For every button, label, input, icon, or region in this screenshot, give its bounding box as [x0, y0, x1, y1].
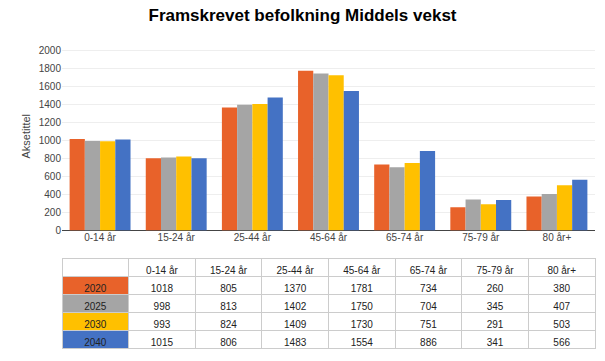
- svg-text:1018: 1018: [151, 283, 174, 294]
- svg-text:75-79 år: 75-79 år: [462, 232, 500, 243]
- svg-text:15-24 år: 15-24 år: [158, 232, 196, 243]
- svg-text:2025: 2025: [84, 301, 107, 312]
- svg-text:45-64 år: 45-64 år: [310, 232, 348, 243]
- svg-text:80 år+: 80 år+: [543, 232, 572, 243]
- svg-text:1400: 1400: [39, 99, 62, 110]
- svg-text:407: 407: [553, 301, 570, 312]
- svg-text:400: 400: [44, 189, 61, 200]
- svg-text:751: 751: [420, 319, 437, 330]
- svg-text:Aksetittel: Aksetittel: [20, 114, 32, 159]
- svg-text:0-14 år: 0-14 år: [84, 232, 116, 243]
- svg-text:2000: 2000: [39, 45, 62, 56]
- svg-text:0: 0: [55, 225, 61, 236]
- svg-text:45-64 år: 45-64 år: [343, 265, 381, 276]
- svg-text:1370: 1370: [284, 283, 307, 294]
- svg-text:345: 345: [487, 301, 504, 312]
- svg-text:Framskrevet befolkning Middels: Framskrevet befolkning Middels vekst: [149, 6, 457, 25]
- svg-text:704: 704: [420, 301, 437, 312]
- svg-text:260: 260: [487, 283, 504, 294]
- svg-text:998: 998: [154, 301, 171, 312]
- svg-text:1000: 1000: [39, 135, 62, 146]
- svg-text:15-24 år: 15-24 år: [210, 265, 248, 276]
- svg-text:824: 824: [220, 319, 237, 330]
- svg-text:0-14 år: 0-14 år: [146, 265, 178, 276]
- svg-text:2040: 2040: [84, 337, 107, 348]
- svg-text:65-74 år: 65-74 år: [386, 232, 424, 243]
- svg-text:25-44 år: 25-44 år: [234, 232, 272, 243]
- svg-text:1781: 1781: [351, 283, 374, 294]
- svg-text:2020: 2020: [84, 283, 107, 294]
- svg-text:75-79 år: 75-79 år: [476, 265, 514, 276]
- svg-text:1750: 1750: [351, 301, 374, 312]
- svg-text:813: 813: [220, 301, 237, 312]
- svg-text:1600: 1600: [39, 81, 62, 92]
- svg-text:805: 805: [220, 283, 237, 294]
- svg-text:80 år+: 80 år+: [547, 265, 576, 276]
- svg-text:1200: 1200: [39, 117, 62, 128]
- svg-text:341: 341: [487, 337, 504, 348]
- svg-text:503: 503: [553, 319, 570, 330]
- svg-text:734: 734: [420, 283, 437, 294]
- svg-text:1409: 1409: [284, 319, 307, 330]
- svg-text:1730: 1730: [351, 319, 374, 330]
- svg-text:806: 806: [220, 337, 237, 348]
- svg-text:993: 993: [154, 319, 171, 330]
- svg-text:600: 600: [44, 171, 61, 182]
- svg-text:65-74 år: 65-74 år: [410, 265, 448, 276]
- svg-text:25-44 år: 25-44 år: [277, 265, 315, 276]
- svg-text:2030: 2030: [84, 319, 107, 330]
- svg-text:380: 380: [553, 283, 570, 294]
- svg-text:886: 886: [420, 337, 437, 348]
- svg-text:800: 800: [44, 153, 61, 164]
- svg-text:200: 200: [44, 207, 61, 218]
- svg-text:1554: 1554: [351, 337, 374, 348]
- svg-text:291: 291: [487, 319, 504, 330]
- svg-text:1015: 1015: [151, 337, 174, 348]
- svg-text:1483: 1483: [284, 337, 307, 348]
- svg-text:1800: 1800: [39, 63, 62, 74]
- svg-text:1402: 1402: [284, 301, 307, 312]
- svg-text:566: 566: [553, 337, 570, 348]
